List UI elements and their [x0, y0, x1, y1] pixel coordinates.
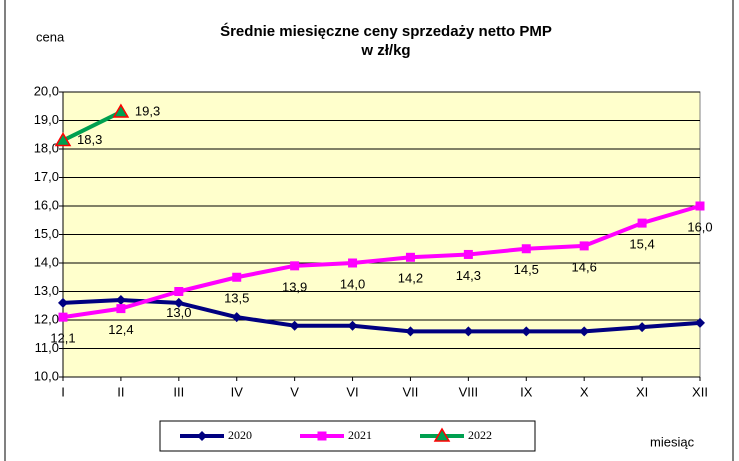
marker	[347, 320, 358, 331]
marker	[433, 427, 451, 442]
data-label: 18,3	[77, 132, 102, 147]
y-tick-label: 10,0	[34, 368, 59, 383]
marker	[521, 326, 532, 337]
marker	[521, 244, 531, 254]
x-tick-label: VI	[346, 384, 358, 399]
y-tick-label: 18,0	[34, 140, 59, 155]
marker	[579, 326, 590, 337]
x-tick-label: IX	[520, 384, 533, 399]
marker	[317, 431, 327, 441]
marker	[197, 431, 207, 441]
y-tick-label: 11,0	[35, 340, 59, 355]
chart-subtitle: w zł/kg	[360, 42, 410, 59]
marker	[579, 241, 589, 251]
legend: 2020 2021 2022	[159, 420, 536, 452]
marker	[405, 326, 416, 337]
y-tick-label: 20,0	[34, 83, 59, 98]
marker	[173, 297, 184, 308]
data-label: 13,0	[166, 305, 191, 320]
marker	[115, 295, 126, 306]
marker	[232, 272, 242, 282]
x-tick-label: I	[61, 384, 65, 399]
x-tick-label: III	[173, 384, 184, 399]
x-tick-label: VIII	[459, 384, 479, 399]
marker	[54, 131, 72, 147]
data-label: 19,3	[135, 103, 160, 118]
marker	[58, 312, 68, 322]
series-line	[62, 204, 701, 320]
marker	[637, 218, 647, 228]
x-tick-label: IV	[231, 384, 244, 399]
y-tick-label: 17,0	[34, 169, 59, 184]
marker	[695, 317, 705, 328]
x-tick-label: V	[290, 384, 299, 399]
data-label: 12,1	[50, 331, 75, 346]
marker	[289, 320, 300, 331]
marker	[58, 297, 68, 308]
marker	[290, 261, 300, 271]
x-tick-label: X	[580, 384, 589, 399]
legend-label: 2021	[348, 428, 372, 442]
data-label: 13,9	[282, 279, 307, 294]
marker	[463, 249, 473, 259]
marker	[637, 322, 648, 333]
legend-label: 2020	[228, 428, 252, 442]
data-label: 12,4	[108, 322, 133, 337]
y-tick-label: 13,0	[34, 283, 59, 298]
data-label: 14,0	[340, 276, 365, 291]
x-tick-label: XII	[692, 384, 708, 399]
marker	[405, 252, 415, 262]
marker	[695, 201, 705, 211]
x-tick-label: VII	[403, 384, 419, 399]
x-tick-label: II	[117, 384, 124, 399]
marker	[231, 312, 242, 323]
marker	[463, 326, 474, 337]
series-line	[62, 298, 701, 334]
chart-title: Średnie miesięczne ceny sprzedaży netto …	[220, 22, 552, 40]
data-label: 14,2	[398, 271, 423, 286]
marker	[116, 304, 126, 314]
data-label: 13,5	[224, 291, 249, 306]
series-line	[62, 110, 122, 143]
marker	[348, 258, 358, 268]
legend-label: 2022	[468, 428, 492, 442]
x-axis-label: miesiąc	[650, 434, 695, 449]
data-label: 14,5	[514, 262, 539, 277]
y-tick-label: 14,0	[34, 254, 59, 269]
data-label: 14,6	[572, 259, 597, 274]
y-axis-label: cena	[36, 29, 65, 44]
y-tick-label: 16,0	[34, 197, 59, 212]
marker	[112, 103, 130, 118]
y-tick-label: 15,0	[34, 226, 59, 241]
x-tick-label: XI	[636, 384, 648, 399]
marker	[174, 287, 184, 296]
data-label: 16,0	[687, 219, 712, 234]
data-label: 14,3	[456, 268, 481, 283]
data-label: 15,4	[629, 237, 654, 252]
y-tick-label: 19,0	[34, 112, 59, 127]
y-tick-label: 12,0	[34, 311, 59, 326]
